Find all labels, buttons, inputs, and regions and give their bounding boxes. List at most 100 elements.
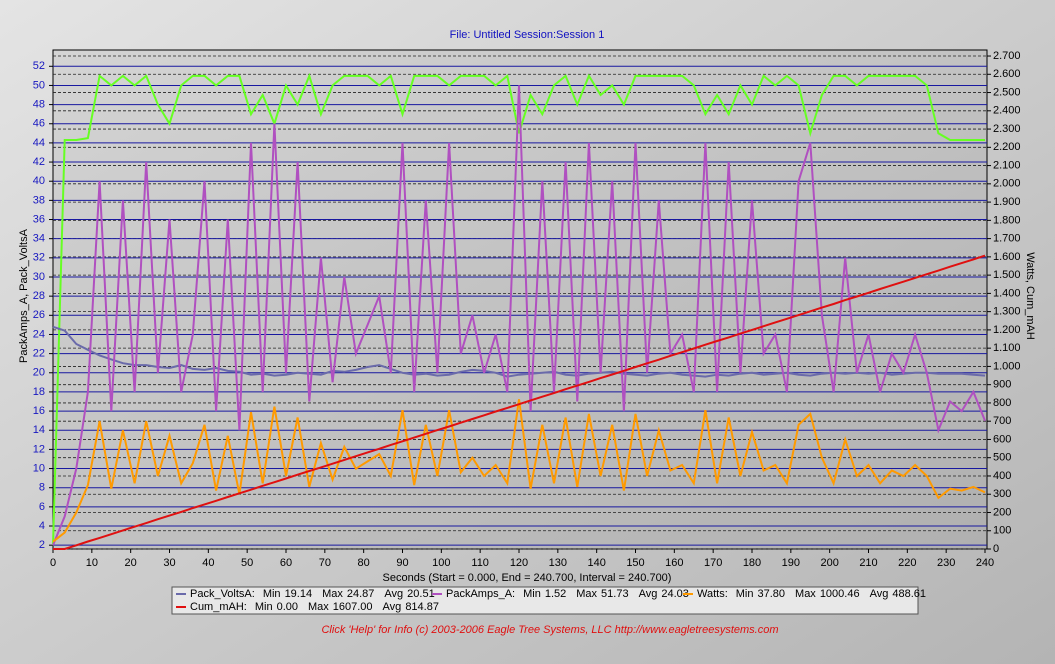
x-tick-label: 90: [396, 557, 408, 569]
legend: [171, 586, 919, 615]
y-tick-label: 6: [39, 501, 45, 513]
series-line: [52, 325, 986, 378]
y2-tick-label: 1.000: [993, 360, 1021, 372]
y-tick-label: 48: [33, 98, 45, 110]
series-line: [52, 72, 985, 546]
x-tick-label: 70: [319, 557, 331, 569]
x-tick-label: 200: [820, 557, 838, 569]
series-line: [52, 85, 986, 546]
x-tick-label: 140: [587, 557, 605, 569]
x-tick-label: 10: [86, 557, 98, 569]
y-tick-label: 24: [33, 328, 45, 340]
legend-stat-label: Min: [736, 588, 754, 600]
legend-entry: Pack_VoltsA: Min 19.14 Max 24.87 Avg 20.51: [190, 588, 435, 600]
y-tick-label: 50: [33, 79, 45, 91]
x-tick-label: 190: [782, 557, 800, 569]
y-tick-label: 40: [33, 175, 45, 187]
y2-tick-label: 600: [993, 433, 1011, 445]
legend-stat-label: Avg: [383, 601, 402, 613]
y2-tick-label: 1.500: [993, 269, 1021, 281]
x-tick-label: 60: [280, 557, 292, 569]
y2-tick-label: 1.400: [993, 287, 1021, 299]
x-tick-label: 30: [163, 557, 175, 569]
x-tick-label: 210: [859, 557, 877, 569]
y2-tick-label: 300: [993, 488, 1011, 500]
legend-entry: PackAmps_A: Min 1.52 Max 51.73 Avg 24.03: [446, 588, 689, 600]
x-tick-label: 110: [471, 557, 489, 569]
x-tick-label: 0: [50, 557, 56, 569]
legend-stat-value: 1000.46: [820, 588, 860, 600]
y-tick-label: 34: [33, 233, 45, 245]
legend-name: Cum_mAH:: [190, 601, 247, 613]
legend-entry: Cum_mAH: Min 0.00 Max 1607.00 Avg 814.87: [190, 601, 439, 613]
y2-axis-label: Watts, Cum_mAH: [1024, 252, 1036, 340]
x-axis-label: Seconds (Start = 0.000, End = 240.700, I…: [383, 572, 672, 584]
x-tick-label: 230: [937, 557, 955, 569]
legend-stat-value: 24.03: [661, 588, 689, 600]
y2-tick-label: 500: [993, 452, 1011, 464]
x-tick-label: 160: [665, 557, 683, 569]
legend-stat-value: 1.52: [545, 588, 566, 600]
legend-stat-label: Avg: [870, 588, 889, 600]
y2-tick-label: 100: [993, 525, 1011, 537]
y2-tick-label: 1.700: [993, 233, 1021, 245]
legend-stat-label: Max: [576, 588, 597, 600]
y2-tick-label: 2.100: [993, 159, 1021, 171]
y2-tick-label: 2.300: [993, 123, 1021, 135]
y-tick-label: 10: [33, 462, 45, 474]
x-tick-label: 20: [125, 557, 137, 569]
x-tick-label: 120: [510, 557, 528, 569]
y-tick-label: 52: [33, 60, 45, 72]
y2-tick-label: 1.600: [993, 251, 1021, 263]
legend-stat-value: 0.00: [277, 601, 298, 613]
chart-title: File: Untitled Session:Session 1: [450, 29, 605, 41]
x-tick-label: 220: [898, 557, 916, 569]
y2-tick-label: 2.000: [993, 178, 1021, 190]
legend-stat-value: 24.87: [347, 588, 375, 600]
series-line: [52, 399, 986, 543]
y2-tick-label: 800: [993, 397, 1011, 409]
x-tick-label: 180: [743, 557, 761, 569]
y2-tick-label: 2.600: [993, 68, 1021, 80]
legend-stat-label: Min: [523, 588, 541, 600]
y2-tick-label: 400: [993, 470, 1011, 482]
y-tick-label: 26: [33, 309, 45, 321]
y-tick-label: 42: [33, 156, 45, 168]
legend-stat-value: 51.73: [601, 588, 629, 600]
y2-tick-label: 1.900: [993, 196, 1021, 208]
y-tick-label: 28: [33, 290, 45, 302]
legend-stat-value: 488.61: [892, 588, 926, 600]
y-tick-label: 46: [33, 118, 45, 130]
y2-tick-label: 1.100: [993, 342, 1021, 354]
x-tick-label: 100: [432, 557, 450, 569]
x-tick-label: 240: [976, 557, 994, 569]
x-tick-label: 80: [358, 557, 370, 569]
y-tick-label: 32: [33, 252, 45, 264]
y2-tick-label: 0: [993, 543, 999, 555]
y-tick-label: 22: [33, 348, 45, 360]
legend-stat-label: Min: [263, 588, 281, 600]
legend-stat-label: Min: [255, 601, 273, 613]
y-tick-label: 16: [33, 405, 45, 417]
legend-stat-value: 814.87: [405, 601, 439, 613]
y-tick-label: 14: [33, 424, 45, 436]
y-tick-label: 36: [33, 213, 45, 225]
y2-tick-label: 900: [993, 379, 1011, 391]
x-tick-label: 130: [549, 557, 567, 569]
legend-stat-label: Max: [308, 601, 329, 613]
y-tick-label: 2: [39, 539, 45, 551]
legend-name: Pack_VoltsA:: [190, 588, 255, 600]
legend-name: Watts:: [697, 588, 728, 600]
y2-tick-label: 200: [993, 506, 1011, 518]
y2-tick-label: 1.300: [993, 306, 1021, 318]
y-tick-label: 18: [33, 386, 45, 398]
y-axis-label: PackAmps_A, Pack_VoltsA: [18, 228, 30, 363]
legend-stat-value: 20.51: [407, 588, 435, 600]
x-tick-label: 170: [704, 557, 722, 569]
y2-tick-label: 2.400: [993, 105, 1021, 117]
y2-tick-label: 700: [993, 415, 1011, 427]
legend-name: PackAmps_A:: [446, 588, 515, 600]
y2-tick-label: 2.500: [993, 86, 1021, 98]
legend-stat-label: Avg: [639, 588, 658, 600]
